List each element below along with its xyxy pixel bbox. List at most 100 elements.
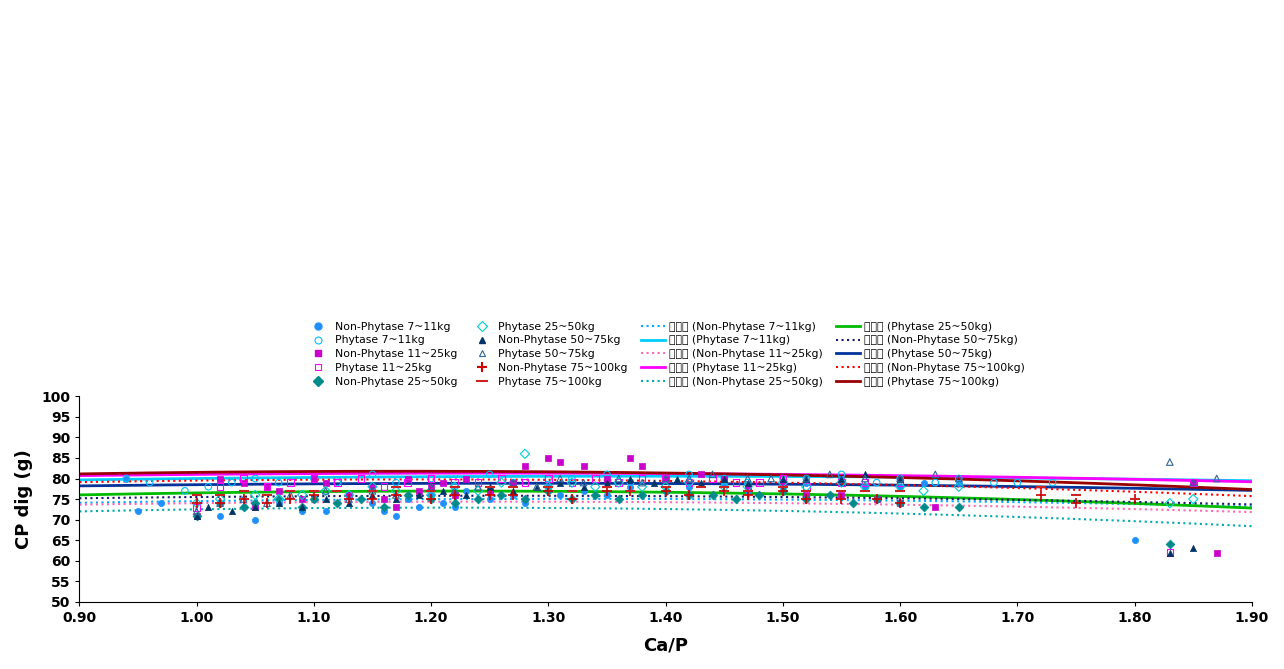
Point <box>831 469 851 480</box>
Point <box>444 490 465 500</box>
Point <box>773 482 794 492</box>
Point <box>586 482 606 492</box>
Point <box>257 498 277 508</box>
Point <box>831 477 851 488</box>
Point <box>819 469 840 480</box>
Point <box>444 482 465 492</box>
Point <box>421 494 442 504</box>
Point <box>796 473 817 484</box>
Point <box>573 482 593 492</box>
Point <box>410 490 430 500</box>
Point <box>620 486 641 496</box>
Point <box>561 477 582 488</box>
Point <box>467 486 488 496</box>
Point <box>949 482 969 492</box>
Point <box>503 477 524 488</box>
Point <box>280 490 300 500</box>
Point <box>433 486 453 496</box>
Point <box>198 502 218 512</box>
Point <box>561 473 582 484</box>
Point <box>209 482 230 492</box>
Point <box>385 486 406 496</box>
Point <box>503 477 524 488</box>
Point <box>479 469 499 480</box>
Point <box>316 486 336 496</box>
Point <box>773 477 794 488</box>
Point <box>890 473 910 484</box>
Point <box>116 473 136 484</box>
Point <box>831 490 851 500</box>
Point <box>503 490 524 500</box>
Point <box>773 477 794 488</box>
Point <box>492 477 512 488</box>
Point <box>268 486 289 496</box>
Point <box>362 469 383 480</box>
Point <box>691 469 711 480</box>
Point <box>433 477 453 488</box>
Point <box>385 490 406 500</box>
Point <box>831 486 851 496</box>
Point <box>503 477 524 488</box>
Point <box>597 486 618 496</box>
Point <box>362 498 383 508</box>
Point <box>291 502 312 512</box>
Point <box>550 490 570 500</box>
Point <box>844 498 864 508</box>
Point <box>890 498 910 508</box>
Point <box>538 482 559 492</box>
Point <box>385 502 406 512</box>
Point <box>737 482 758 492</box>
Point <box>691 482 711 492</box>
Point <box>597 477 618 488</box>
Point <box>303 494 324 504</box>
Point <box>362 486 383 496</box>
Point <box>597 482 618 492</box>
Point <box>632 473 652 484</box>
Point <box>609 473 629 484</box>
Point <box>796 473 817 484</box>
Point <box>303 486 324 496</box>
Point <box>234 477 254 488</box>
Point <box>538 482 559 492</box>
Point <box>362 490 383 500</box>
Point <box>1159 498 1180 508</box>
Point <box>597 473 618 484</box>
Point <box>655 473 675 484</box>
Point <box>855 482 876 492</box>
Point <box>515 461 535 472</box>
Point <box>867 494 887 504</box>
Point <box>773 486 794 496</box>
Point <box>538 486 559 496</box>
Point <box>339 494 360 504</box>
Point <box>316 486 336 496</box>
Point <box>1183 494 1203 504</box>
Point <box>796 486 817 496</box>
Point <box>503 482 524 492</box>
Point <box>385 490 406 500</box>
Point <box>1207 547 1228 558</box>
Point <box>1183 477 1203 488</box>
Point <box>538 453 559 464</box>
Point <box>209 473 230 484</box>
Point <box>140 477 160 488</box>
Point <box>479 482 499 492</box>
Point <box>186 510 207 521</box>
Point <box>913 477 933 488</box>
Point <box>280 494 300 504</box>
Point <box>620 486 641 496</box>
Point <box>550 473 570 484</box>
Point <box>655 486 675 496</box>
Point <box>714 482 734 492</box>
Point <box>538 486 559 496</box>
Point <box>561 494 582 504</box>
Point <box>538 473 559 484</box>
Point <box>796 494 817 504</box>
X-axis label: Ca/P: Ca/P <box>643 636 688 654</box>
Point <box>773 486 794 496</box>
Point <box>327 498 348 508</box>
Point <box>714 473 734 484</box>
Point <box>186 506 207 516</box>
Point <box>949 477 969 488</box>
Point <box>444 490 465 500</box>
Point <box>316 506 336 516</box>
